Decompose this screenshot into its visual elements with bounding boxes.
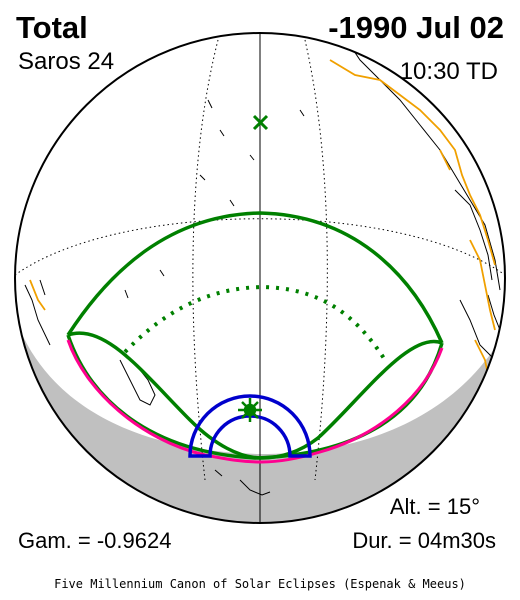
- coastlines: [24, 33, 501, 496]
- parallel-dotted-line: [15, 218, 505, 276]
- altitude-label: Alt. = 15°: [389, 494, 480, 519]
- sun-star-icon: [238, 398, 262, 422]
- eclipse-type-title: Total: [16, 10, 88, 45]
- x-marker-icon: [252, 114, 269, 131]
- credit-footer: Five Millennium Canon of Solar Eclipses …: [54, 577, 466, 591]
- globe-outline: [14, 32, 506, 524]
- umbra-shadow-outline: [188, 394, 312, 458]
- time-label: 10:30 TD: [399, 58, 498, 85]
- saros-label: Saros 24: [18, 48, 115, 75]
- penumbra-limit-dotted: [123, 284, 387, 362]
- meridian-dotted-left: [192, 39, 219, 481]
- eclipse-date-title: -1990 Jul 02: [328, 10, 504, 45]
- meridian-dotted-right: [304, 39, 328, 481]
- gamma-label: Gam. = -0.9624: [18, 528, 172, 553]
- duration-label: Dur. = 04m30s: [352, 528, 496, 553]
- central-line-path: [66, 339, 444, 464]
- political-boundaries: [29, 59, 496, 421]
